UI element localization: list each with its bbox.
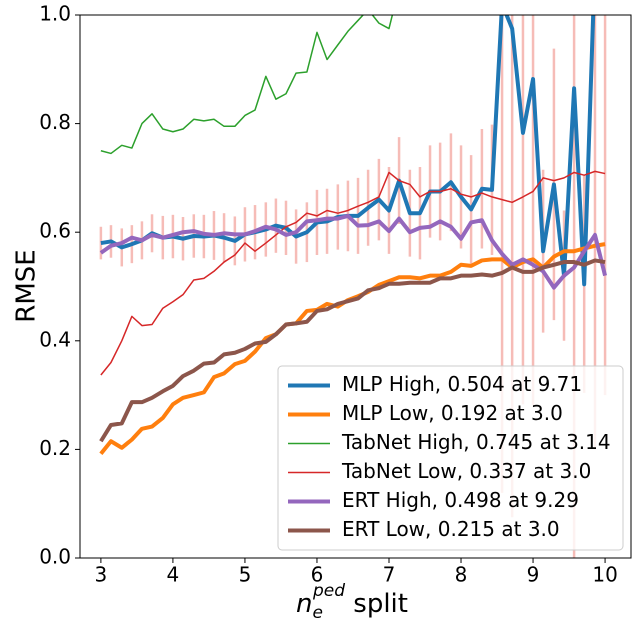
y-tick-label: 0.0 bbox=[39, 545, 71, 569]
legend-label: MLP Low, 0.192 at 3.0 bbox=[342, 401, 563, 425]
series-line bbox=[99, 258, 606, 443]
x-label-base: n bbox=[296, 589, 312, 619]
series-line bbox=[99, 213, 608, 290]
axes-frame bbox=[79, 14, 632, 559]
x-tick-label: 4 bbox=[167, 563, 180, 587]
legend-label: ERT Low, 0.215 at 3.0 bbox=[342, 517, 560, 541]
series-line bbox=[100, 170, 606, 376]
x-label-sup: ped bbox=[312, 581, 345, 601]
series-line bbox=[100, 15, 596, 287]
x-tick-label: 6 bbox=[311, 563, 324, 587]
legend-label: TabNet High, 0.745 at 3.14 bbox=[341, 430, 611, 454]
y-tick-label: 0.8 bbox=[39, 110, 71, 134]
x-tick-label: 8 bbox=[455, 563, 468, 587]
y-axis-label: RMSE bbox=[12, 249, 42, 322]
series-line bbox=[100, 15, 394, 155]
legend-label: MLP High, 0.504 at 9.71 bbox=[342, 372, 582, 396]
axes: 0.0 0.2 0.4 0.6 0.8 1.0 3 4 5 6 7 8 9 10 bbox=[39, 2, 618, 587]
x-tick-label: 3 bbox=[95, 563, 108, 587]
x-tick-label: 7 bbox=[383, 563, 396, 587]
legend-box bbox=[277, 365, 624, 551]
y-tick-label: 0.4 bbox=[39, 327, 71, 351]
legend-label: TabNet Low, 0.337 at 3.0 bbox=[341, 459, 591, 483]
y-tick-label: 1.0 bbox=[39, 2, 71, 26]
y-tick-label: 0.6 bbox=[39, 219, 71, 243]
x-tick-label: 9 bbox=[527, 563, 540, 587]
x-label-sub: e bbox=[313, 603, 323, 623]
legend-label: ERT High, 0.498 at 9.29 bbox=[342, 488, 579, 512]
legend: MLP High, 0.504 at 9.71 MLP Low, 0.192 at… bbox=[277, 365, 624, 551]
x-axis-label: neped split bbox=[296, 581, 408, 623]
x-tick-label: 5 bbox=[239, 563, 252, 587]
x-label-text: split bbox=[345, 589, 408, 619]
y-tick-label: 0.2 bbox=[39, 436, 71, 460]
x-tick-label: 10 bbox=[592, 563, 617, 587]
